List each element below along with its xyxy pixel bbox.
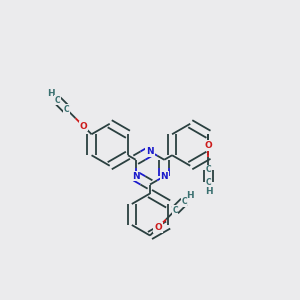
Text: H: H	[205, 187, 212, 196]
Text: H: H	[47, 89, 55, 98]
Text: C: C	[181, 197, 187, 206]
Text: C: C	[206, 165, 211, 174]
Text: H: H	[187, 191, 194, 200]
Text: O: O	[80, 122, 87, 131]
Text: N: N	[160, 172, 168, 181]
Text: N: N	[132, 172, 140, 181]
Text: C: C	[55, 96, 60, 105]
Text: C: C	[172, 206, 178, 215]
Text: O: O	[154, 223, 162, 232]
Text: C: C	[206, 178, 211, 187]
Text: N: N	[146, 147, 154, 156]
Text: O: O	[205, 141, 212, 150]
Text: C: C	[64, 105, 69, 114]
